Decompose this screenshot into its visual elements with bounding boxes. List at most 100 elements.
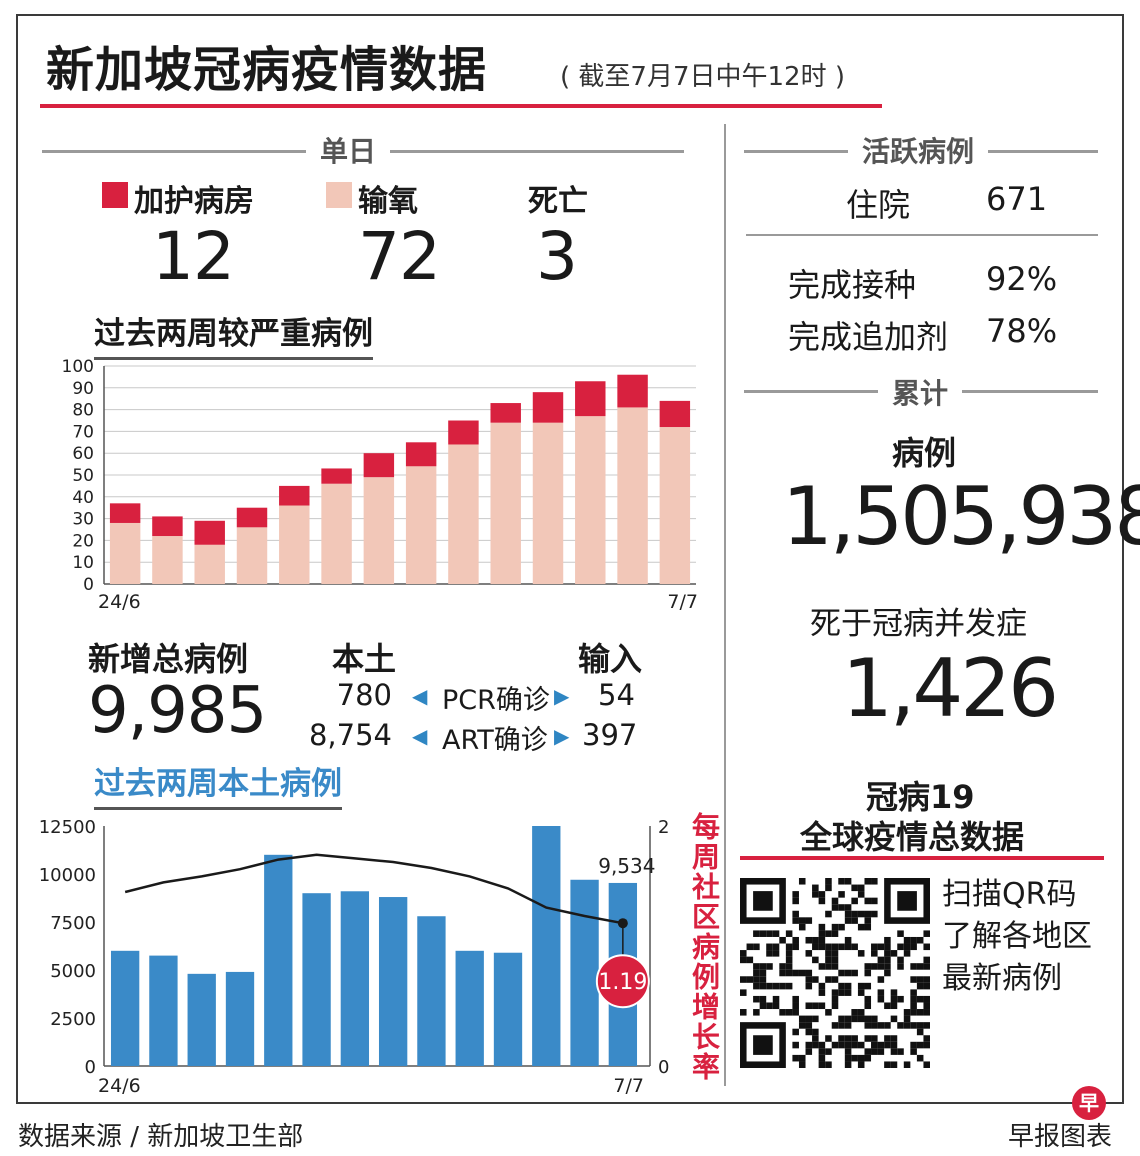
qr-module [851,969,858,977]
qr-module [871,1022,878,1029]
x-tick-label: 7/7 [667,591,698,613]
qr-module [903,1061,911,1068]
qr-module [818,891,826,898]
qr-module [851,884,858,892]
qr-module [818,943,826,951]
qr-module [818,1061,826,1068]
qr-module [746,956,754,964]
qr-module [818,989,826,996]
qr-module [818,897,826,905]
qr-module [844,1041,852,1049]
qr-module [766,930,773,937]
qr-module [890,1035,898,1042]
qr-module [838,878,845,885]
qr-module [825,963,832,970]
qr-module [851,1035,858,1042]
qr-module [792,1009,799,1016]
qr-module [753,976,760,983]
qr-module [923,982,930,990]
oxygen-bar [405,466,437,584]
qr-module [844,1054,852,1062]
qr-module [753,930,760,937]
qr-module [759,930,767,937]
qr-module [792,969,799,977]
qr-module [838,904,845,911]
oxygen-value: 72 [358,218,441,295]
y-tick-label: 0 [85,1057,96,1078]
qr-module [871,910,878,918]
qr-module [831,1041,839,1049]
local-case-bar [378,897,408,1066]
qr-finder [897,891,917,911]
qr-module [818,1054,826,1062]
qr-module [864,1035,872,1042]
oxygen-bar [448,444,479,584]
page-title: 新加坡冠病疫情数据 [46,42,488,98]
qr-module [831,950,839,957]
qr-module [871,943,878,951]
y-tick-label: 12500 [39,817,96,838]
qr-module [825,1035,832,1042]
qr-module [910,976,917,983]
qr-module [831,904,839,911]
new-cases-total: 9,985 [88,674,267,748]
qr-module [792,936,799,944]
qr-code-icon[interactable] [740,878,930,1068]
qr-module [818,982,826,990]
qr-module [740,956,747,964]
y-tick-label: 70 [72,422,94,442]
qr-module [831,923,839,931]
growth-rate-line [124,853,624,925]
qr-module [910,995,917,1003]
growth-rate-badge [595,954,650,1009]
qr-module [825,950,832,957]
qr-module [805,1015,813,1023]
cumulative-deaths-label: 死于冠病并发症 [810,606,1027,642]
qr-module [753,1009,760,1016]
qr-module [812,891,819,898]
qr-module [838,969,845,977]
new-cases-label: 新增总病例 [88,640,249,678]
qr-module [818,1048,826,1055]
qr-module [877,956,885,964]
pcr-local-value: 780 [336,678,392,712]
booster-label: 完成追加剂 [788,318,949,356]
qr-module [877,963,885,970]
qr-module [798,917,806,924]
qr-module [792,891,799,898]
qr-module [759,982,767,990]
qr-module [844,936,852,944]
qr-module [812,976,819,983]
qr-module [812,1028,819,1036]
local-case-bar [225,971,255,1066]
qr-module [844,917,852,924]
qr-module [785,950,793,957]
qr-module [857,950,865,957]
qr-module [864,1048,872,1055]
qr-module [864,1022,872,1029]
qr-module [864,923,872,931]
qr-line-1: 扫描QR码 [942,877,1077,912]
qr-module [923,1041,930,1049]
qr-module [851,1009,858,1016]
arrow-left-icon: ◀ [412,684,428,708]
arrow-right-icon: ▶ [554,684,570,708]
qr-module [864,910,872,918]
qr-module [753,982,760,990]
qr-module [818,963,826,970]
qr-module [785,982,793,990]
qr-module [916,982,924,990]
qr-module [818,936,826,944]
qr-module [844,1061,852,1068]
qr-module [838,1015,845,1023]
qr-module [805,982,813,990]
qr-module [825,910,832,918]
local-cases-chart: 0 2500 5000 7500 10000 12500 0 2 1.19 9,534 24/6 7/… [39,817,670,1097]
qr-module [831,930,839,937]
global-title-line2: 全球疫情总数据 [800,818,1025,856]
icu-bar [194,520,225,545]
qr-module [792,1041,799,1049]
qr-module [792,897,799,905]
local-case-bar [340,891,370,1066]
qr-module [903,1009,911,1016]
